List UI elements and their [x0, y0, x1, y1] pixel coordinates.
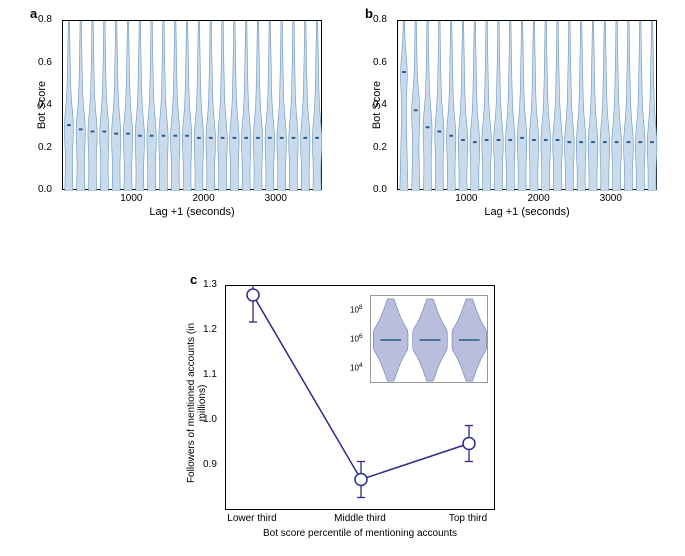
panel-c-xlabel: Bot score percentile of mentioning accou… [225, 528, 495, 539]
panel-c-inset [370, 295, 488, 383]
panel-a-xlabel: Lag +1 (seconds) [62, 206, 322, 218]
panel-a-label: a [30, 6, 37, 21]
panel-c-label: c [190, 272, 197, 287]
panel-a-chart [62, 20, 322, 190]
panel-b-chart [397, 20, 657, 190]
panel-b-label: b [365, 6, 373, 21]
panel-b-xlabel: Lag +1 (seconds) [397, 206, 657, 218]
